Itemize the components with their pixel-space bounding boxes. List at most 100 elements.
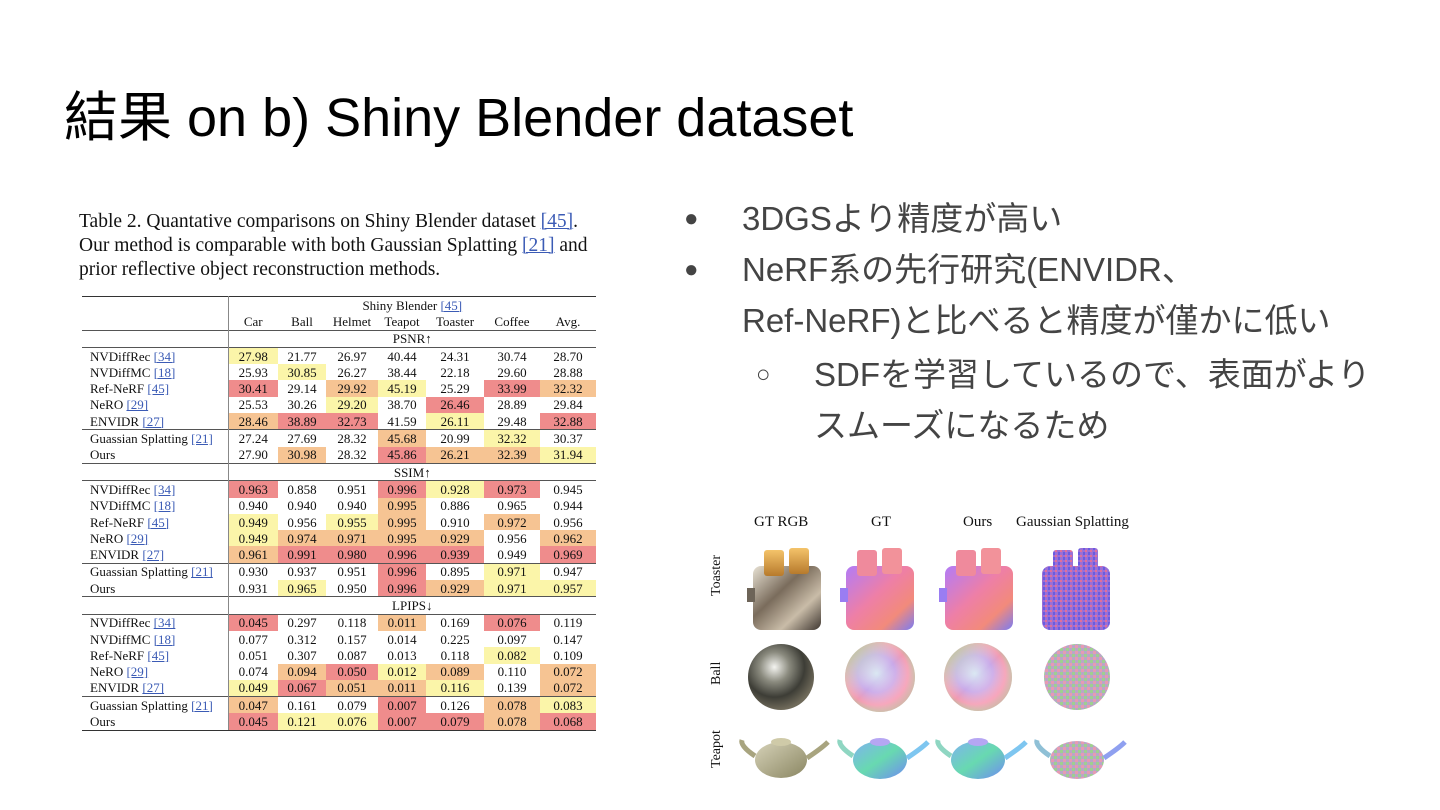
method-ref-link[interactable]: [29] — [126, 664, 149, 680]
column-header: Toaster — [435, 313, 475, 329]
value-cell: 29.14 — [287, 381, 317, 397]
method-cell: Guassian Splatting [21] — [82, 562, 229, 581]
method-ref-link[interactable]: [45] — [147, 514, 170, 530]
bullet-text: 3DGSより精度が高い — [742, 200, 1063, 237]
value-cell: 0.950 — [337, 580, 367, 596]
value-cell: 0.939 — [426, 546, 484, 564]
method-cell: Ref-NeRF [45] — [82, 647, 229, 664]
method-name: Ours — [90, 580, 116, 596]
method-name: Ref-NeRF — [90, 514, 145, 530]
value-cell: 0.931 — [238, 580, 268, 596]
method-ref-link[interactable]: [21] — [191, 697, 213, 713]
value-cell: 38.44 — [387, 364, 417, 380]
value-cell: 0.963 — [228, 480, 278, 498]
caption-text: Our method is comparable with both Gauss… — [79, 235, 523, 256]
method-ref-link[interactable]: [18] — [153, 631, 176, 647]
method-ref-link[interactable]: [45] — [147, 647, 170, 663]
column-header: Ball — [291, 313, 313, 329]
method-ref-link[interactable]: [18] — [153, 364, 176, 380]
value-cell: 0.094 — [278, 663, 326, 680]
method-ref-link[interactable]: [34] — [153, 348, 176, 364]
value-cell: 0.971 — [326, 530, 378, 547]
method-ref-link[interactable]: [18] — [153, 498, 176, 514]
value-cell: 26.21 — [426, 446, 484, 464]
method-cell: Ref-NeRF [45] — [82, 380, 229, 397]
caption-ref-link[interactable]: [45] — [540, 211, 574, 232]
method-cell: NVDiffRec [34] — [82, 613, 229, 631]
method-name: NeRO — [90, 397, 124, 413]
value-cell: 0.072 — [540, 663, 597, 680]
value-cell: 0.049 — [228, 679, 278, 697]
value-cell: 0.068 — [540, 713, 597, 731]
value-cell: 0.161 — [278, 696, 326, 714]
column-header: Coffee — [494, 313, 530, 329]
method-cell: Ours — [82, 446, 229, 464]
value-cell: 0.116 — [426, 679, 484, 697]
column-header: Car — [243, 313, 263, 329]
value-cell: 29.60 — [497, 364, 527, 380]
method-ref-link[interactable]: [34] — [153, 615, 176, 631]
teapot-gt-normal-image — [837, 738, 930, 779]
method-name: Ours — [90, 714, 116, 730]
table-caption: Table 2. Quantative comparisons on Shiny… — [79, 210, 609, 282]
value-cell: 21.77 — [278, 346, 326, 365]
toaster-gaussian-normal-image — [1042, 548, 1110, 630]
value-cell: 26.11 — [426, 413, 484, 430]
method-ref-link[interactable]: [45] — [147, 381, 170, 397]
group-header-label: Shiny Blender — [362, 297, 438, 313]
method-cell: NVDiffMC [18] — [82, 630, 229, 648]
value-cell: 30.85 — [278, 364, 326, 381]
method-name: ENVIDR — [90, 547, 140, 563]
group-header-cell: Shiny Blender [45] — [228, 296, 597, 314]
caption-ref-link[interactable]: [21] — [522, 235, 555, 256]
method-ref-link[interactable]: [34] — [153, 481, 176, 497]
value-cell: 0.157 — [337, 631, 367, 647]
method-name: NVDiffRec — [90, 348, 151, 364]
bullet-list: ● 3DGSより精度が高い ● NeRF系の先行研究(ENVIDR、 Ref-N… — [680, 193, 1400, 451]
toaster-rgb-image — [747, 548, 821, 630]
method-ref-link[interactable]: [29] — [126, 530, 149, 546]
value-cell: 0.971 — [484, 580, 540, 597]
value-cell: 0.083 — [540, 696, 597, 714]
value-cell: 0.051 — [326, 679, 378, 697]
value-cell: 0.074 — [238, 664, 268, 680]
value-cell: 0.937 — [278, 562, 326, 581]
bullet-item: ● 3DGSより精度が高い — [680, 193, 1400, 244]
value-cell: 0.947 — [540, 562, 597, 581]
method-ref-link[interactable]: [21] — [191, 431, 213, 447]
value-cell: 0.147 — [553, 631, 583, 647]
header-blank-cell — [82, 313, 229, 331]
column-header: Avg. — [555, 313, 581, 329]
method-name: NVDiffMC — [90, 498, 151, 514]
value-cell: 0.965 — [278, 580, 326, 597]
value-cell: 0.961 — [228, 546, 278, 564]
method-ref-link[interactable]: [27] — [142, 413, 165, 429]
method-ref-link[interactable]: [27] — [142, 680, 165, 696]
method-ref-link[interactable]: [27] — [142, 547, 165, 563]
method-ref-link[interactable]: [21] — [191, 564, 213, 580]
value-cell: 0.047 — [228, 696, 278, 714]
method-name: Guassian Splatting — [90, 431, 188, 447]
value-cell: 0.118 — [326, 613, 378, 631]
value-cell: 32.32 — [484, 429, 540, 447]
value-cell: 0.940 — [238, 498, 268, 514]
value-cell: 0.007 — [378, 696, 426, 714]
value-cell: 0.139 — [497, 680, 527, 696]
table-row: NVDiffMC [18] 0.940 0.940 0.940 0.995 0.886 0.… — [82, 497, 596, 514]
value-cell: 29.84 — [553, 397, 583, 413]
value-cell: 0.077 — [238, 631, 268, 647]
table-row: Guassian Splatting [21] 0.047 0.161 0.079 0.… — [82, 696, 597, 714]
value-cell: 0.014 — [387, 631, 417, 647]
method-name: ENVIDR — [90, 413, 140, 429]
value-cell: 29.20 — [326, 396, 378, 414]
method-ref-link[interactable]: [29] — [126, 397, 149, 413]
table-row: NeRO [29] 25.53 30.26 29.20 38.70 26.46 28.89 2… — [82, 396, 596, 414]
group-header-ref-link[interactable]: [45] — [440, 297, 463, 313]
method-name: Guassian Splatting — [90, 564, 188, 580]
table-row: Ref-NeRF [45] 0.051 0.307 0.087 0.013 0.118 0.… — [82, 647, 596, 664]
value-cell: 22.18 — [440, 364, 470, 380]
header-blank-cell — [82, 329, 229, 348]
method-cell: NVDiffRec [34] — [82, 346, 229, 365]
table-row: Ref-NeRF [45] 0.949 0.956 0.955 0.995 0.910 0.… — [82, 513, 596, 531]
value-cell: 0.929 — [426, 530, 484, 547]
